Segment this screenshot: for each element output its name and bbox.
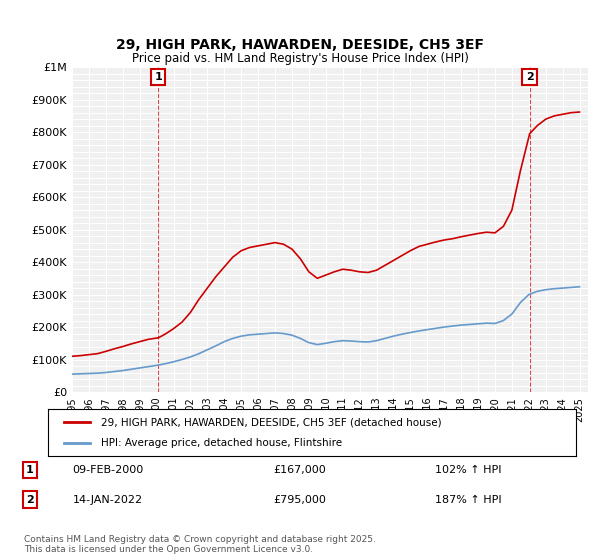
Text: £795,000: £795,000 (274, 494, 326, 505)
Text: 29, HIGH PARK, HAWARDEN, DEESIDE, CH5 3EF (detached house): 29, HIGH PARK, HAWARDEN, DEESIDE, CH5 3E… (101, 417, 442, 427)
Text: 2: 2 (26, 494, 34, 505)
Text: 09-FEB-2000: 09-FEB-2000 (73, 465, 143, 475)
Text: 2: 2 (526, 72, 533, 82)
Text: 187% ↑ HPI: 187% ↑ HPI (434, 494, 502, 505)
Text: £167,000: £167,000 (274, 465, 326, 475)
Text: 102% ↑ HPI: 102% ↑ HPI (435, 465, 501, 475)
Text: Price paid vs. HM Land Registry's House Price Index (HPI): Price paid vs. HM Land Registry's House … (131, 52, 469, 66)
Text: 14-JAN-2022: 14-JAN-2022 (73, 494, 143, 505)
Text: 29, HIGH PARK, HAWARDEN, DEESIDE, CH5 3EF: 29, HIGH PARK, HAWARDEN, DEESIDE, CH5 3E… (116, 38, 484, 52)
Text: 1: 1 (154, 72, 162, 82)
Text: Contains HM Land Registry data © Crown copyright and database right 2025.
This d: Contains HM Land Registry data © Crown c… (24, 535, 376, 554)
Text: 1: 1 (26, 465, 34, 475)
Text: HPI: Average price, detached house, Flintshire: HPI: Average price, detached house, Flin… (101, 438, 342, 448)
